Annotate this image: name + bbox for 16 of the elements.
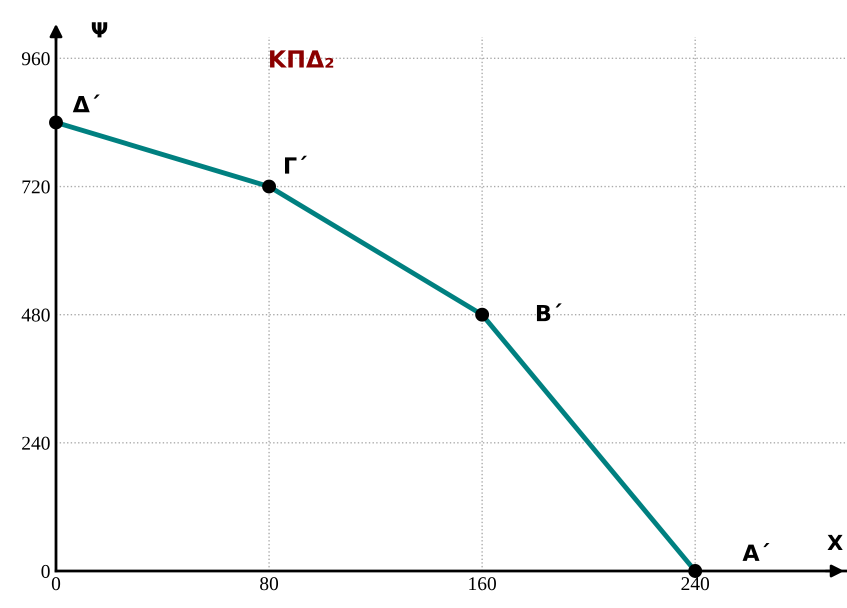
- y-tick-label: 480: [22, 308, 50, 322]
- x-tick-label: 160: [469, 577, 496, 590]
- y-tick-label: 0: [41, 564, 50, 578]
- chart-title: ΚΠΔ₂: [270, 50, 334, 68]
- y-tick-label: 720: [22, 180, 50, 194]
- y-axis-title: Ψ: [92, 22, 108, 38]
- annotation: Δ΄: [72, 94, 100, 112]
- y-tick-label: 960: [22, 52, 50, 66]
- annotation: Γ΄: [284, 156, 308, 174]
- y-tick-label: 240: [22, 436, 50, 450]
- annotation: Β΄: [536, 303, 562, 322]
- annotation: Α΄: [742, 543, 770, 561]
- x-tick-label: 240: [681, 577, 710, 590]
- x-tick-label: 80: [260, 577, 278, 590]
- x-axis-title: Χ: [828, 534, 843, 550]
- x-tick-label: 0: [52, 577, 60, 590]
